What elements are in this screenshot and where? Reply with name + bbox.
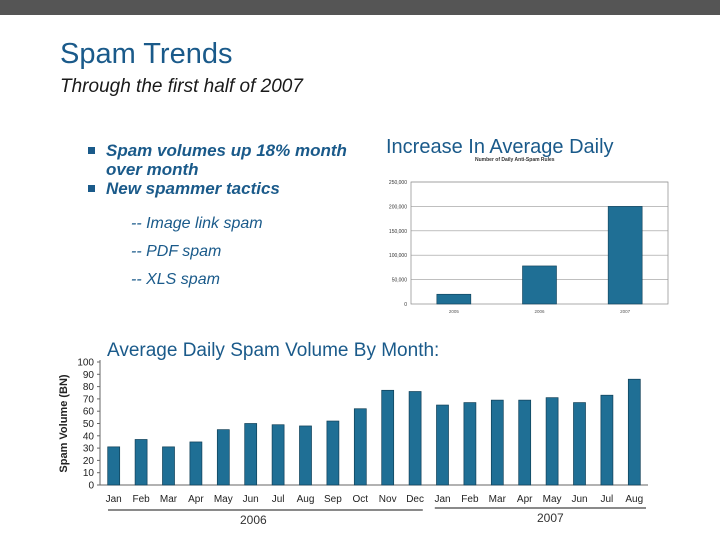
big-chart-bar — [134, 439, 148, 486]
big-chart-bar — [573, 402, 586, 486]
big-chart-bar — [107, 446, 121, 486]
big-chart-x-tick-label: Sep — [324, 494, 342, 505]
big-chart-bar — [299, 425, 312, 486]
bullet-list: Spam volumes up 18% month over month New… — [88, 141, 358, 198]
big-chart-bar — [627, 378, 641, 486]
sub-bullet: -- PDF spam — [131, 243, 222, 260]
big-chart-y-tick-label: 60 — [83, 407, 95, 418]
top-bar — [0, 0, 720, 15]
big-chart-y-tick-label: 0 — [88, 481, 94, 492]
small-chart-y-tick-label: 250,000 — [389, 180, 407, 186]
slide-subtitle: Through the first half of 2007 — [60, 76, 303, 97]
big-chart-bar — [600, 394, 614, 486]
big-chart-bar — [436, 404, 449, 486]
sub-bullet: -- Image link spam — [131, 215, 263, 232]
bullet-item: New spammer tactics — [88, 179, 358, 198]
big-chart-y-axis-label: Spam Volume (BN) — [58, 374, 70, 473]
year-label-2006: 2006 — [240, 513, 267, 527]
big-chart-x-tick-label: May — [214, 494, 233, 505]
sub-bullet-list: -- Image link spam -- PDF spam -- XLS sp… — [131, 210, 263, 294]
bullet-text: New spammer tactics — [106, 179, 280, 198]
big-chart-x-tick-label: Mar — [489, 494, 507, 505]
big-chart-x-tick-label: Apr — [188, 494, 204, 505]
big-chart-bar — [326, 420, 340, 486]
big-chart-x-tick-label: Aug — [625, 494, 643, 505]
big-chart-x-tick-label: Jul — [601, 494, 614, 505]
big-chart-bar — [518, 399, 532, 486]
sub-bullet: -- XLS spam — [131, 271, 220, 288]
big-chart-x-tick-label: Feb — [132, 494, 150, 505]
big-chart-x-tick-label: Jan — [106, 494, 122, 505]
small-chart-y-tick-label: 150,000 — [389, 229, 407, 235]
big-chart-bar — [408, 391, 422, 486]
big-chart-x-tick-label: Feb — [461, 494, 479, 505]
big-chart-bar — [545, 397, 559, 486]
big-chart-heading: Average Daily Spam Volume By Month: — [107, 340, 440, 361]
big-chart-y-tick-label: 20 — [83, 456, 95, 467]
small-chart-x-tick-label: 2006 — [534, 309, 545, 314]
slide-title: Spam Trends — [60, 38, 233, 70]
bullet-square-icon — [88, 147, 95, 154]
bullet-text: Spam volumes up 18% month over month — [106, 141, 347, 179]
big-chart-bar — [271, 424, 285, 486]
big-chart-x-tick-label: Oct — [353, 494, 369, 505]
big-chart-y-tick-label: 40 — [83, 431, 95, 442]
big-chart-x-tick-label: Aug — [297, 494, 315, 505]
big-chart-x-tick-label: Nov — [379, 494, 397, 505]
big-chart-bar — [216, 429, 230, 486]
big-chart-bar — [381, 389, 395, 486]
big-chart-bar — [463, 402, 477, 486]
big-chart-y-tick-label: 100 — [77, 358, 94, 369]
big-chart-x-tick-label: Jun — [243, 494, 259, 505]
small-chart-bar — [522, 265, 557, 305]
big-chart-x-tick-label: May — [543, 494, 562, 505]
big-chart-bar — [244, 423, 258, 486]
small-chart-x-tick-label: 2005 — [449, 309, 460, 314]
big-chart-bar — [353, 408, 367, 486]
bullet-square-icon — [88, 185, 95, 192]
big-chart-x-tick-label: Mar — [160, 494, 178, 505]
small-chart-x-tick-label: 2007 — [620, 309, 631, 314]
small-chart-heading: Increase In Average Daily — [386, 136, 614, 157]
big-chart-y-tick-label: 10 — [83, 468, 95, 479]
big-chart-y-tick-label: 50 — [83, 419, 95, 430]
small-chart-bar — [607, 206, 643, 305]
year-label-2007: 2007 — [537, 511, 564, 525]
small-chart-bar — [436, 293, 472, 305]
big-chart-bar — [490, 399, 504, 486]
big-chart-bar — [189, 441, 203, 486]
big-chart-y-tick-label: 30 — [83, 444, 95, 455]
small-chart-y-tick-label: 50,000 — [392, 278, 408, 284]
big-chart-x-tick-label: Dec — [406, 494, 424, 505]
bullet-item: Spam volumes up 18% month over month — [88, 141, 358, 179]
small-chart-title: Number of Daily Anti-Spam Rules — [475, 157, 555, 163]
big-chart-y-tick-label: 70 — [83, 394, 95, 405]
big-chart-x-tick-label: Jun — [571, 494, 587, 505]
big-chart-y-tick-label: 90 — [83, 370, 95, 381]
small-chart-y-tick-label: 200,000 — [389, 204, 407, 210]
big-chart-x-tick-label: Jul — [272, 494, 285, 505]
big-chart-y-tick-label: 80 — [83, 382, 95, 393]
small-chart-y-tick-label: 100,000 — [389, 253, 407, 259]
small-chart-y-tick-label: 0 — [404, 302, 407, 308]
big-chart-x-tick-label: Apr — [517, 494, 533, 505]
big-chart-bar — [162, 446, 175, 486]
big-chart-x-tick-label: Jan — [434, 494, 450, 505]
